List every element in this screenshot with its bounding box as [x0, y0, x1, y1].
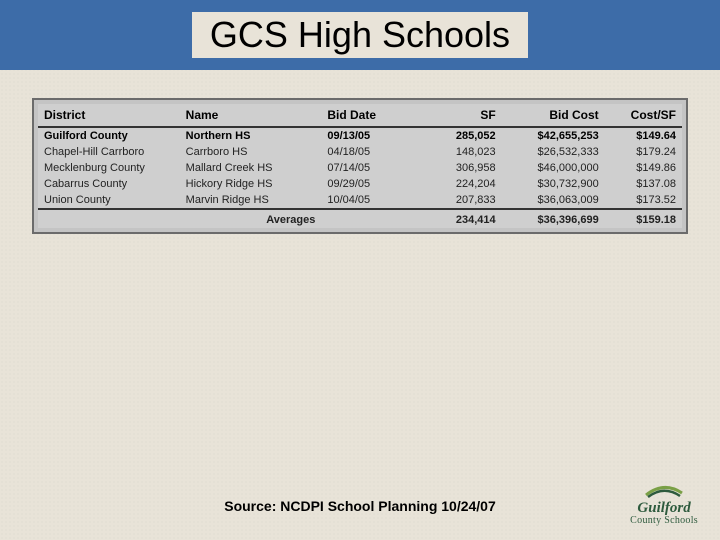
- table-header-row: District Name Bid Date SF Bid Cost Cost/…: [38, 104, 682, 127]
- cell-district: Union County: [38, 192, 180, 209]
- cell-empty: [38, 209, 180, 228]
- data-table-container: District Name Bid Date SF Bid Cost Cost/…: [32, 98, 688, 234]
- table-row: Mecklenburg County Mallard Creek HS 07/1…: [38, 160, 682, 176]
- cell-sf: 285,052: [412, 127, 502, 144]
- footer-logo: Guilford County Schools: [630, 483, 698, 526]
- cell-district: Cabarrus County: [38, 176, 180, 192]
- cell-bid-date: 07/14/05: [321, 160, 411, 176]
- cell-bid-cost: $42,655,253: [502, 127, 605, 144]
- cell-name: Northern HS: [180, 127, 322, 144]
- page-title: GCS High Schools: [192, 12, 528, 58]
- cell-district: Guilford County: [38, 127, 180, 144]
- cell-district: Chapel-Hill Carrboro: [38, 144, 180, 160]
- cell-avg-label: Averages: [180, 209, 322, 228]
- cell-empty: [321, 209, 411, 228]
- cell-avg-bid-cost: $36,396,699: [502, 209, 605, 228]
- table-row: Chapel-Hill Carrboro Carrboro HS 04/18/0…: [38, 144, 682, 160]
- cell-name: Marvin Ridge HS: [180, 192, 322, 209]
- col-bid-cost: Bid Cost: [502, 104, 605, 127]
- cell-name: Carrboro HS: [180, 144, 322, 160]
- cell-cost-sf: $149.64: [605, 127, 682, 144]
- cell-avg-sf: 234,414: [412, 209, 502, 228]
- cell-bid-cost: $36,063,009: [502, 192, 605, 209]
- cell-cost-sf: $179.24: [605, 144, 682, 160]
- col-name: Name: [180, 104, 322, 127]
- cell-bid-cost: $30,732,900: [502, 176, 605, 192]
- source-text: Source: NCDPI School Planning 10/24/07: [0, 498, 720, 514]
- cell-sf: 207,833: [412, 192, 502, 209]
- cell-bid-date: 09/29/05: [321, 176, 411, 192]
- cell-bid-date: 10/04/05: [321, 192, 411, 209]
- cell-cost-sf: $149.86: [605, 160, 682, 176]
- cell-bid-cost: $26,532,333: [502, 144, 605, 160]
- col-bid-date: Bid Date: [321, 104, 411, 127]
- cell-bid-date: 09/13/05: [321, 127, 411, 144]
- cell-sf: 306,958: [412, 160, 502, 176]
- header-bar: GCS High Schools: [0, 0, 720, 70]
- cell-bid-date: 04/18/05: [321, 144, 411, 160]
- cell-name: Hickory Ridge HS: [180, 176, 322, 192]
- cell-name: Mallard Creek HS: [180, 160, 322, 176]
- col-cost-sf: Cost/SF: [605, 104, 682, 127]
- logo-line1: Guilford: [630, 501, 698, 516]
- cell-district: Mecklenburg County: [38, 160, 180, 176]
- cell-cost-sf: $137.08: [605, 176, 682, 192]
- col-sf: SF: [412, 104, 502, 127]
- table-row: Guilford County Northern HS 09/13/05 285…: [38, 127, 682, 144]
- schools-table: District Name Bid Date SF Bid Cost Cost/…: [38, 104, 682, 228]
- cell-sf: 148,023: [412, 144, 502, 160]
- logo-swoosh-icon: [644, 483, 684, 499]
- logo-line2: County Schools: [630, 516, 698, 526]
- table-row: Union County Marvin Ridge HS 10/04/05 20…: [38, 192, 682, 209]
- cell-avg-cost-sf: $159.18: [605, 209, 682, 228]
- cell-sf: 224,204: [412, 176, 502, 192]
- cell-bid-cost: $46,000,000: [502, 160, 605, 176]
- table-averages-row: Averages 234,414 $36,396,699 $159.18: [38, 209, 682, 228]
- cell-cost-sf: $173.52: [605, 192, 682, 209]
- col-district: District: [38, 104, 180, 127]
- table-row: Cabarrus County Hickory Ridge HS 09/29/0…: [38, 176, 682, 192]
